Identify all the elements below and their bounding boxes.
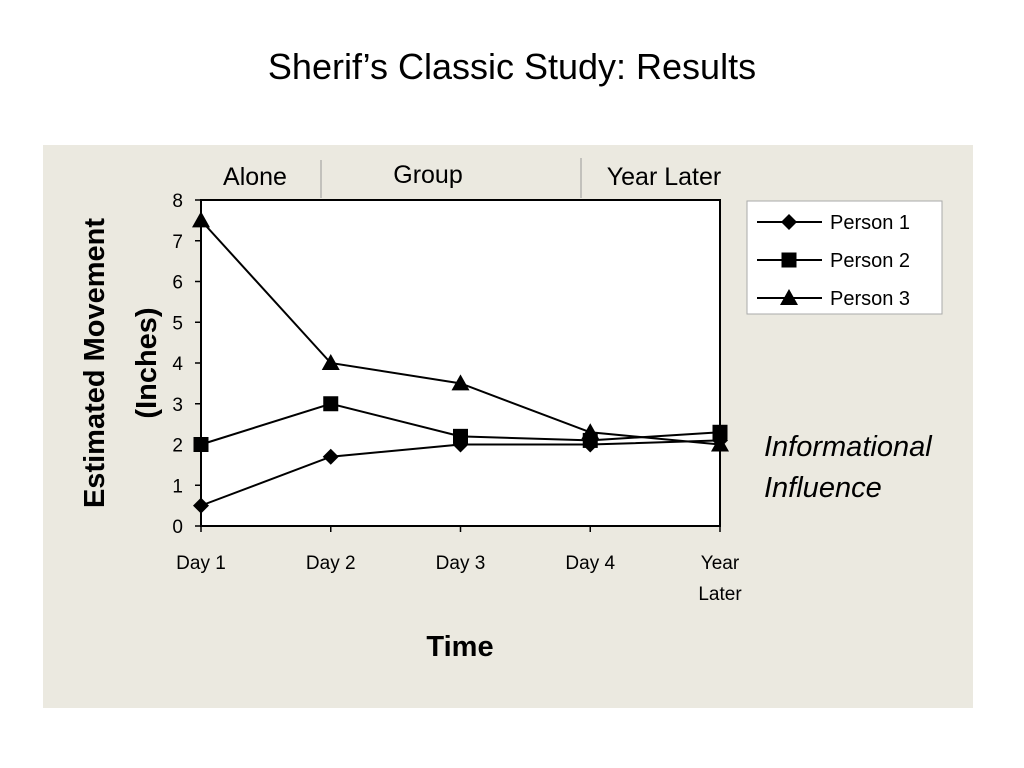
series-2-point	[712, 424, 728, 440]
y-axis-title-line-2: (Inches)	[131, 307, 163, 418]
x-tick-label: Later	[698, 584, 742, 605]
y-tick-label: 1	[172, 476, 183, 497]
legend-marker	[781, 214, 797, 230]
series-2-point	[193, 437, 209, 452]
phase-label-year-later: Year Later	[607, 163, 721, 191]
x-tick-label: Day 3	[436, 553, 486, 574]
y-tick-label: 6	[172, 273, 183, 294]
y-tick-label: 3	[172, 395, 183, 416]
annotation-line-1: Informational	[764, 431, 933, 463]
slide-title: Sherif’s Classic Study: Results	[267, 46, 757, 87]
series-1-point	[322, 448, 339, 465]
x-tick-label: Day 1	[176, 553, 226, 574]
series-3-point	[711, 435, 729, 452]
y-axis-title-line-1: Estimated Movement	[79, 218, 111, 508]
y-tick-label: 7	[172, 232, 183, 253]
series-3-point	[451, 374, 470, 391]
x-tick-label: Day 2	[306, 553, 356, 574]
x-tick-label: Year	[701, 553, 740, 574]
y-tick-label: 8	[172, 191, 183, 212]
y-tick-label: 5	[172, 313, 183, 334]
series-1-point	[193, 497, 209, 514]
phase-label-group: Group	[393, 161, 462, 189]
x-tick-label: Day 4	[565, 553, 615, 574]
y-tick-label: 0	[172, 517, 183, 538]
legend-label: Person 3	[830, 288, 910, 310]
legend-label: Person 2	[830, 250, 910, 272]
x-axis-title: Time	[426, 631, 493, 663]
series-3-point	[581, 423, 600, 440]
legend-box	[746, 200, 943, 315]
legend-label: Person 1	[830, 212, 910, 234]
y-tick-label: 2	[172, 436, 183, 457]
y-tick-label: 4	[172, 354, 183, 375]
series-3-point	[321, 354, 340, 370]
legend-marker	[781, 252, 797, 268]
series-3-point	[192, 211, 210, 228]
phase-label-alone: Alone	[223, 163, 287, 191]
series-2-point	[453, 428, 468, 444]
legend-marker	[780, 289, 798, 305]
annotation-line-2: Influence	[764, 472, 882, 504]
series-2-point	[323, 396, 339, 412]
